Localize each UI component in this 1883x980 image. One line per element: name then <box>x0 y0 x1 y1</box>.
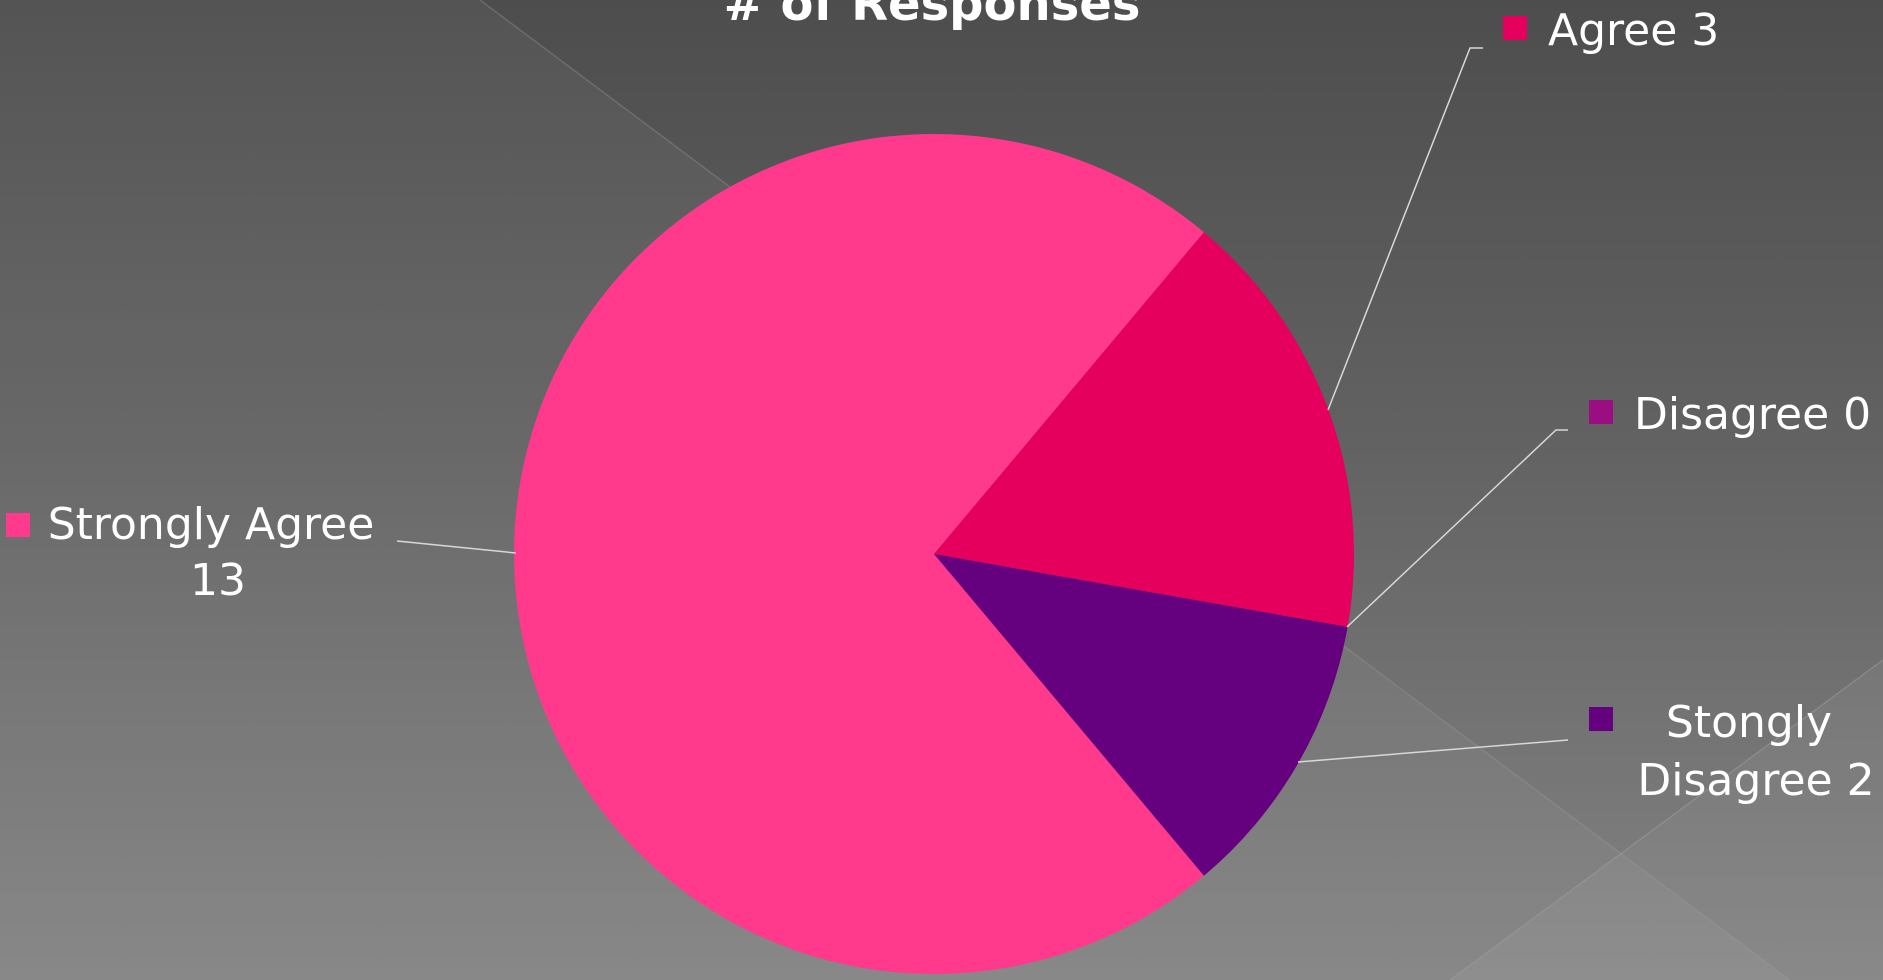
leader-line-stongly-disagree <box>1297 739 1569 763</box>
legend-marker-disagree <box>1589 400 1613 424</box>
callout-agree: Agree 3 <box>1503 5 1719 56</box>
chart-title: # of Responses <box>724 0 1141 32</box>
pie-chart <box>514 134 1355 975</box>
legend-marker-agree <box>1503 16 1527 40</box>
leader-line-disagree <box>1346 429 1568 628</box>
callout-label-strongly-agree: Strongly Agree 13 <box>48 499 389 606</box>
callout-disagree: Disagree 0 <box>1589 389 1871 440</box>
leader-lines <box>396 47 1569 763</box>
callout-stongly-disagree: Stongly Disagree 2 <box>1589 697 1875 806</box>
pie-slice-stongly-disagree[interactable] <box>934 554 1348 876</box>
pie-slice-strongly-agree[interactable] <box>514 134 1204 975</box>
callout-strongly-agree: Strongly Agree 13 <box>6 499 389 606</box>
leader-line-agree <box>1327 47 1483 411</box>
pie-slice-agree[interactable] <box>934 232 1355 627</box>
legend-marker-stongly-disagree <box>1589 707 1613 731</box>
leader-line-strongly-agree <box>396 540 517 554</box>
callout-label-agree: Agree 3 <box>1548 5 1719 56</box>
legend-marker-strongly-agree <box>6 513 30 537</box>
callout-label-disagree: Disagree 0 <box>1634 389 1871 440</box>
callout-label-stongly-disagree: Stongly Disagree 2 <box>1637 697 1874 806</box>
